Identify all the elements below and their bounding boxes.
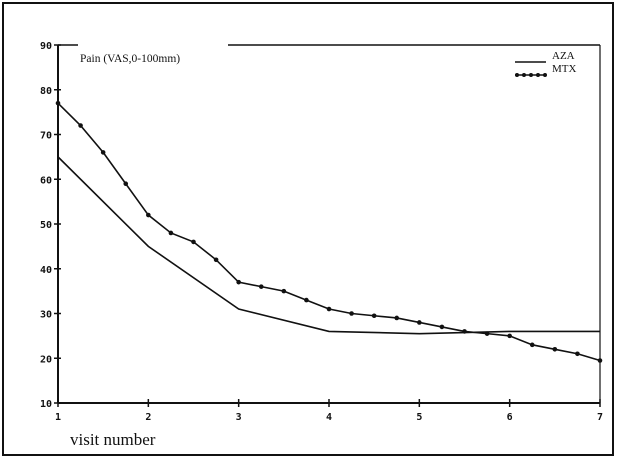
- legend-marker-mtx: [543, 73, 547, 77]
- y-tick-label: 50: [40, 220, 52, 231]
- axes: 10 20 30 40 50 60 70 80 90 1 2 3 4 5 6 7: [40, 41, 603, 423]
- chart-frame: [2, 2, 614, 456]
- x-tick-label: 7: [597, 412, 603, 423]
- x-tick-label: 6: [507, 412, 513, 423]
- series-line-mtx: [57, 102, 601, 362]
- series-line-aza: [57, 156, 600, 335]
- data-point-mtx: [55, 100, 61, 106]
- y-tick-label: 40: [40, 265, 52, 276]
- y-tick-label: 90: [40, 41, 52, 52]
- data-point-mtx: [575, 351, 580, 357]
- data-point-mtx: [78, 123, 83, 128]
- legend-marker-mtx: [515, 73, 519, 77]
- data-point-mtx: [597, 358, 603, 363]
- data-point-mtx: [349, 311, 354, 316]
- y-tick-label: 20: [40, 354, 52, 365]
- data-point-mtx: [552, 347, 558, 352]
- x-tick-label: 4: [326, 412, 332, 423]
- data-point-mtx: [146, 212, 151, 218]
- data-point-mtx: [394, 315, 400, 321]
- series-layer: [55, 100, 603, 363]
- y-axis-label: Pain (VAS,0-100mm): [80, 53, 180, 65]
- x-axis-label: visit number: [70, 430, 156, 449]
- data-point-mtx: [462, 329, 467, 334]
- data-point-mtx: [168, 230, 174, 236]
- x-tick-label: 1: [55, 412, 61, 423]
- y-tick-label: 80: [40, 86, 52, 97]
- y-tick-label: 10: [40, 399, 52, 410]
- data-point-mtx: [484, 331, 490, 336]
- x-tick-label: 2: [145, 412, 151, 423]
- data-point-mtx: [304, 297, 309, 303]
- data-point-mtx: [529, 342, 535, 348]
- data-point-mtx: [100, 150, 106, 155]
- legend-marker-mtx: [536, 73, 540, 77]
- data-point-mtx: [326, 306, 332, 312]
- data-point-mtx: [191, 239, 196, 245]
- series-aza: [57, 156, 600, 335]
- legend-marker-mtx: [522, 73, 526, 77]
- legend-marker-mtx: [529, 73, 533, 77]
- series-mtx: [55, 100, 603, 363]
- y-tick-label: 30: [40, 310, 52, 321]
- data-point-mtx: [507, 333, 512, 339]
- y-tick-label: 70: [40, 131, 52, 142]
- data-point-mtx: [258, 284, 264, 289]
- x-tick-label: 5: [416, 412, 422, 423]
- data-point-mtx: [281, 288, 287, 294]
- y-tick-label: 60: [40, 175, 52, 186]
- legend-label-mtx: MTX: [552, 63, 577, 75]
- data-point-mtx: [439, 324, 445, 330]
- data-point-mtx: [417, 320, 422, 325]
- legend-label-aza: AZA: [552, 50, 575, 62]
- data-point-mtx: [236, 279, 241, 285]
- data-point-mtx: [123, 181, 129, 187]
- data-point-mtx: [371, 313, 377, 319]
- data-point-mtx: [213, 257, 219, 263]
- x-tick-label: 3: [236, 412, 242, 423]
